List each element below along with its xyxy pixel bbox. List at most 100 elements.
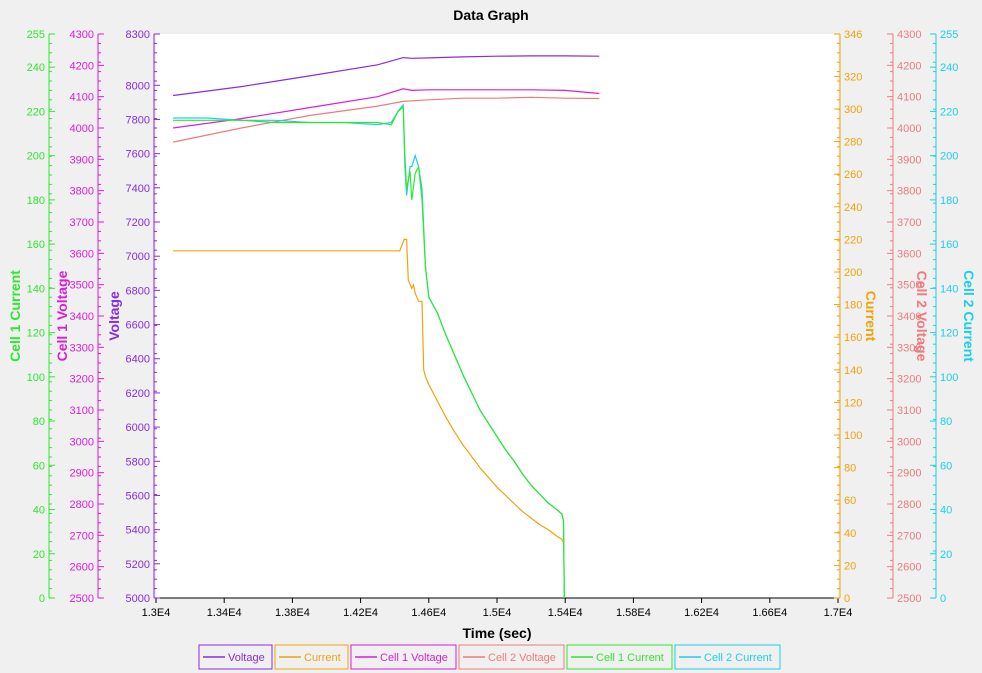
- cell2voltage-tick-label: 2900: [897, 468, 921, 480]
- voltage-tick-label: 5600: [126, 490, 150, 502]
- cell2voltage-tick-label: 3000: [897, 436, 921, 448]
- cell2current-axis-title: Cell 2 Current: [961, 270, 977, 362]
- current-tick-label: 160: [844, 332, 862, 344]
- legend-item[interactable]: Cell 2 Current: [674, 644, 781, 670]
- legend-label: Cell 1 Voltage: [380, 652, 448, 664]
- x-tick-label: 1.38E4: [275, 607, 310, 619]
- legend-label: Cell 2 Voltage: [488, 652, 556, 664]
- legend-item[interactable]: Cell 2 Voltage: [458, 644, 565, 670]
- x-tick-label: 1.34E4: [207, 607, 242, 619]
- cell2voltage-tick-label: 2800: [897, 499, 921, 511]
- legend-label: Current: [304, 652, 341, 664]
- cell1voltage-tick-label: 3100: [70, 405, 94, 417]
- series-line-cell-1-current: [173, 105, 565, 598]
- voltage-tick-label: 6600: [126, 320, 150, 332]
- current-tick-label: 100: [844, 430, 862, 442]
- voltage-tick-label: 7400: [126, 183, 150, 195]
- cell1current-tick-label: 160: [27, 239, 45, 251]
- legend-item[interactable]: Cell 1 Current: [566, 644, 673, 670]
- voltage-tick-label: 5800: [126, 456, 150, 468]
- axes-layer: 1.3E4 1.34E4 1.38E4 1.42E4 1.46E4 1.5E4 1.54E4…: [7, 29, 977, 641]
- x-tick-label: 1.42E4: [343, 607, 378, 619]
- cell2current-tick-label: 220: [940, 106, 958, 118]
- cell2voltage-axis-title: Cell 2 Voltage: [914, 271, 930, 362]
- cell1voltage-tick-label: 3000: [70, 436, 94, 448]
- legend-item[interactable]: Voltage: [198, 644, 273, 670]
- current-tick-label: 200: [844, 267, 862, 279]
- cell1voltage-tick-label: 3700: [70, 217, 94, 229]
- current-tick-label: 40: [844, 528, 856, 540]
- x-tick-label: 1.62E4: [684, 607, 719, 619]
- cell1voltage-tick-label: 4300: [70, 29, 94, 41]
- cell1voltage-tick-label: 3400: [70, 311, 94, 323]
- chart-title: Data Graph: [453, 7, 528, 23]
- cell1voltage-tick-label: 4100: [70, 92, 94, 104]
- series-line-cell-2-voltage: [172, 96, 600, 143]
- current-tick-label: 280: [844, 137, 862, 149]
- cell1current-tick-label: 60: [33, 460, 45, 472]
- cell2voltage-tick-label: 3400: [897, 311, 921, 323]
- cell1current-tick-label: 100: [27, 372, 45, 384]
- current-tick-label: 320: [844, 71, 862, 83]
- current-tick-label: 60: [844, 495, 856, 507]
- plot-area: [156, 34, 838, 598]
- voltage-tick-label: 5400: [126, 525, 150, 537]
- x-tick-label: 1.7E4: [824, 607, 853, 619]
- cell1current-tick-label: 240: [27, 62, 45, 74]
- legend-item[interactable]: Cell 1 Voltage: [350, 644, 457, 670]
- cell1current-axis-title: Cell 1 Current: [7, 270, 23, 362]
- voltage-tick-label: 7600: [126, 149, 150, 161]
- cell1voltage-tick-label: 2700: [70, 530, 94, 542]
- cell2voltage-tick-label: 3700: [897, 217, 921, 229]
- legend-label: Cell 2 Current: [704, 652, 772, 664]
- cell2voltage-tick-label: 4200: [897, 60, 921, 72]
- cell2current-tick-label: 140: [940, 283, 958, 295]
- voltage-tick-label: 8300: [126, 29, 150, 41]
- current-tick-label: 220: [844, 234, 862, 246]
- current-tick-label: 120: [844, 397, 862, 409]
- voltage-tick-label: 5200: [126, 559, 150, 571]
- voltage-tick-label: 7200: [126, 217, 150, 229]
- cell2current-tick-label: 0: [940, 593, 946, 605]
- cell1current-tick-label: 180: [27, 195, 45, 207]
- cell2current-tick-label: 80: [940, 416, 952, 428]
- cell2current-tick-label: 100: [940, 372, 958, 384]
- cell1current-tick-label: 140: [27, 283, 45, 295]
- legend-item-box: [674, 644, 781, 670]
- cell1voltage-tick-label: 4200: [70, 60, 94, 72]
- cell2voltage-tick-label: 3600: [897, 248, 921, 260]
- legend[interactable]: Voltage Current Cell 1 Voltage Cell 2 Volta…: [198, 644, 781, 670]
- cell1current-tick-label: 200: [27, 151, 45, 163]
- cell1voltage-tick-label: 4000: [70, 123, 94, 135]
- cell1voltage-tick-label: 3900: [70, 154, 94, 166]
- cell2voltage-tick-label: 2500: [897, 593, 921, 605]
- cell1voltage-tick-label: 2600: [70, 562, 94, 574]
- current-tick-label: 300: [844, 104, 862, 116]
- cell2voltage-tick-label: 2600: [897, 562, 921, 574]
- cell2current-tick-label: 40: [940, 505, 952, 517]
- cell2current-tick-label: 120: [940, 328, 958, 340]
- cell1current-tick-label: 0: [39, 593, 45, 605]
- cell2voltage-tick-label: 3800: [897, 186, 921, 198]
- cell2voltage-tick-label: 3500: [897, 280, 921, 292]
- voltage-tick-label: 7000: [126, 251, 150, 263]
- current-tick-label: 180: [844, 300, 862, 312]
- current-tick-label: 240: [844, 202, 862, 214]
- current-tick-label: 140: [844, 365, 862, 377]
- x-tick-label: 1.5E4: [483, 607, 512, 619]
- x-tick-label: 1.3E4: [142, 607, 171, 619]
- cell1current-tick-label: 120: [27, 328, 45, 340]
- legend-item[interactable]: Current: [274, 644, 349, 670]
- cell2voltage-tick-label: 3200: [897, 374, 921, 386]
- cell1voltage-tick-label: 3200: [70, 374, 94, 386]
- cell2voltage-tick-label: 4300: [897, 29, 921, 41]
- voltage-tick-label: 5000: [126, 593, 150, 605]
- cell2voltage-tick-label: 4100: [897, 92, 921, 104]
- cell2current-tick-label: 240: [940, 62, 958, 74]
- cell1voltage-tick-label: 3500: [70, 280, 94, 292]
- x-tick-label: 1.58E4: [616, 607, 651, 619]
- cell2voltage-tick-label: 3300: [897, 342, 921, 354]
- voltage-tick-label: 6000: [126, 422, 150, 434]
- current-tick-label: 0: [844, 593, 850, 605]
- x-tick-label: 1.46E4: [411, 607, 446, 619]
